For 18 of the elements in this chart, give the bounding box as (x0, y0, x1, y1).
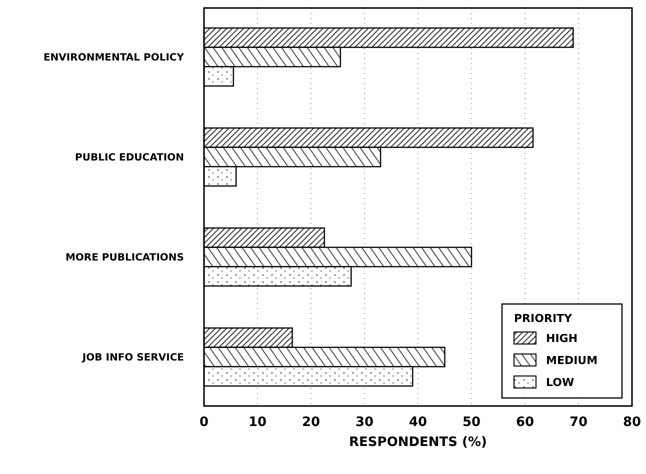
x-axis-title: RESPONDENTS (%) (349, 435, 487, 450)
x-tick-label: 0 (199, 415, 209, 430)
y-tick-label: PUBLIC EDUCATION (75, 152, 184, 164)
y-tick-label: ENVIRONMENTAL POLICY (43, 52, 185, 64)
x-tick-label: 30 (355, 415, 374, 430)
x-tick-label: 50 (462, 415, 481, 430)
x-tick-label: 60 (516, 415, 534, 430)
x-tick-label: 70 (569, 415, 588, 430)
x-tick-label: 80 (622, 415, 642, 430)
x-tick-label: 20 (302, 415, 320, 430)
x-tick-label: 40 (408, 415, 428, 430)
x-tick-label: 10 (248, 415, 267, 430)
legend-label: HIGH (546, 332, 578, 345)
legend-title: PRIORITY (514, 312, 574, 325)
legend-label: MEDIUM (546, 354, 598, 367)
y-tick-label: JOB INFO SERVICE (81, 352, 184, 364)
legend-label: LOW (546, 376, 574, 389)
y-tick-label: MORE PUBLICATIONS (65, 252, 184, 264)
